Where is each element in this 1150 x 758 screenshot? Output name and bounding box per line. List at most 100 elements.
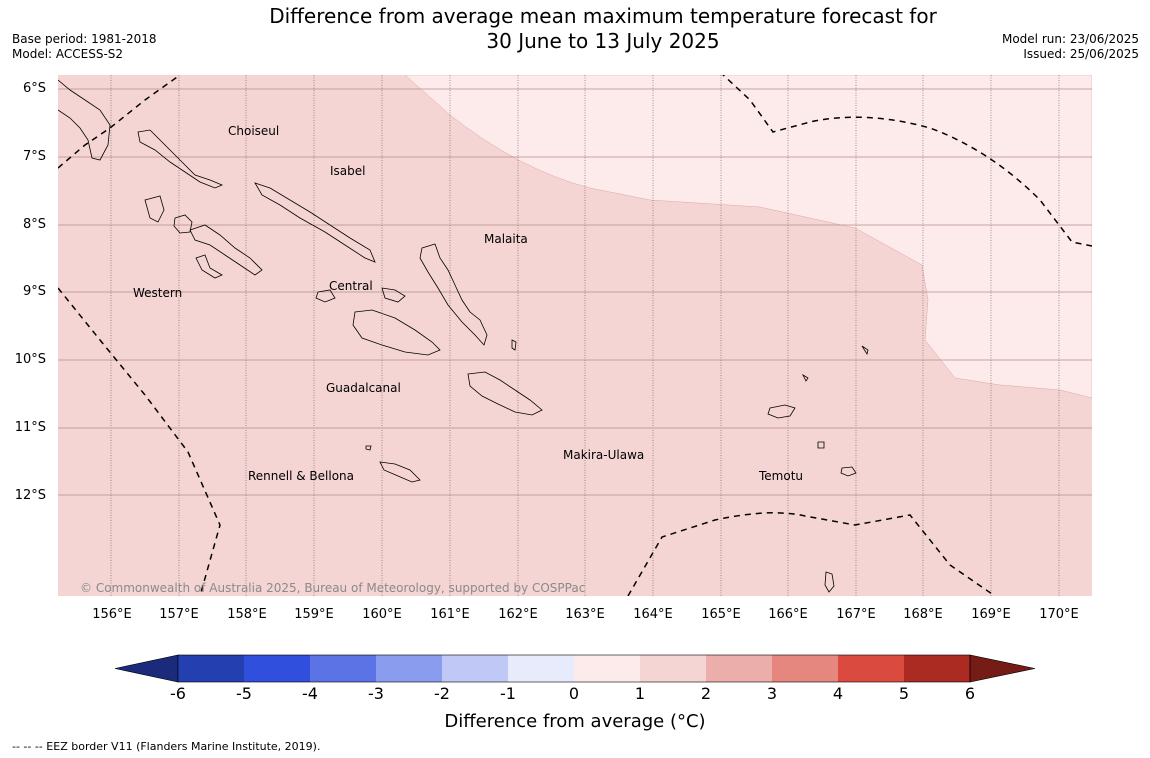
colorbar-cell [772, 655, 838, 682]
choiseul-island [137, 129, 224, 189]
lon-label-166e: 166°E [768, 607, 808, 622]
model-run: Model run: 23/06/2025 [1001, 32, 1139, 46]
lat-label-7s: 7°S [22, 149, 46, 164]
colorbar-cell [904, 655, 970, 682]
utupua-island [817, 441, 825, 449]
colorbar-cell [442, 655, 508, 682]
place-label-choiseul: Choiseul [228, 124, 280, 138]
lon-label-168e: 168°E [903, 607, 943, 622]
lon-label-157e: 157°E [159, 607, 199, 622]
colorbar-tick: -4 [302, 684, 318, 703]
lat-label-8s: 8°S [22, 217, 46, 232]
kolombangara-island [173, 214, 193, 234]
lat-label-12s: 12°S [14, 488, 46, 503]
colorbar-tick: -5 [236, 684, 252, 703]
colorbar-tick: -6 [170, 684, 186, 703]
southern-islet [824, 571, 835, 593]
lon-label-159e: 159°E [294, 607, 334, 622]
colorbar-cell [178, 655, 244, 682]
bellona-island [365, 445, 372, 451]
place-label-guadalcanal: Guadalcanal [326, 381, 401, 395]
eez-border-southwest [58, 287, 221, 596]
lon-label-158e: 158°E [227, 607, 267, 622]
nendo-island [767, 404, 796, 419]
colorbar-cell [838, 655, 904, 682]
colorbar-cell [376, 655, 442, 682]
russell-islands [315, 289, 336, 303]
place-label-makira-ulawa: Makira-Ulawa [563, 448, 645, 462]
duff-islands [861, 345, 869, 356]
new-georgia-island [189, 224, 263, 276]
colorbar-tick: -3 [368, 684, 384, 703]
colorbar-cell [508, 655, 574, 682]
eez-border-northeast [722, 75, 1092, 247]
lat-label-10s: 10°S [14, 352, 46, 367]
rennell-island [379, 461, 421, 483]
vanikoro-island [840, 466, 857, 477]
copyright-notice: © Commonwealth of Australia 2025, Bureau… [80, 581, 585, 595]
lon-label-167e: 167°E [836, 607, 876, 622]
meta-left: Base period: 1981-2018 Model: ACCESS-S2 [12, 32, 157, 62]
colorbar-cell [244, 655, 310, 682]
colorbar-cell [574, 655, 640, 682]
lon-label-163e: 163°E [565, 607, 605, 622]
map-title: Difference from average mean maximum tem… [0, 4, 1150, 54]
eez-border [58, 75, 1092, 596]
malaita-island [419, 243, 488, 346]
place-label-isabel: Isabel [330, 164, 366, 178]
title-line-1: Difference from average mean maximum tem… [269, 4, 937, 28]
base-period: Base period: 1981-2018 [12, 32, 157, 46]
lon-label-170e: 170°E [1039, 607, 1079, 622]
santa-isabel-island [254, 182, 376, 263]
eez-footnote: -- -- -- EEZ border V11 (Flanders Marine… [12, 740, 321, 753]
lat-label-9s: 9°S [22, 284, 46, 299]
colorbar-frame [177, 654, 971, 683]
rendova-island [195, 254, 223, 279]
coastlines [58, 79, 869, 593]
lon-label-156e: 156°E [92, 607, 132, 622]
lon-label-169e: 169°E [971, 607, 1011, 622]
vella-lavella-island [144, 195, 165, 223]
place-label-temotu: Temotu [759, 469, 804, 483]
place-label-central: Central [329, 279, 373, 293]
colorbar-extend-high [969, 654, 1036, 683]
reef-islands [802, 373, 809, 382]
lon-label-164e: 164°E [633, 607, 673, 622]
colorbar-label: Difference from average (°C) [444, 711, 706, 732]
colorbar-tick: 3 [766, 684, 778, 703]
guadalcanal-island [352, 309, 441, 356]
colorbar-tick: 0 [568, 684, 580, 703]
model-name: Model: ACCESS-S2 [12, 47, 124, 61]
colorbar-tick: 5 [898, 684, 910, 703]
colorbar-tick: 1 [634, 684, 646, 703]
lat-label-6s: 6°S [22, 81, 46, 96]
lon-label-165e: 165°E [701, 607, 741, 622]
bougainville-island [58, 79, 111, 161]
ulawa-island [511, 339, 517, 351]
colorbar-tick: 4 [832, 684, 844, 703]
place-label-rennell-bellona: Rennell & Bellona [248, 469, 355, 483]
colorbar-tick: -2 [434, 684, 450, 703]
meta-right: Model run: 23/06/2025 Issued: 25/06/2025 [1002, 32, 1139, 62]
colorbar-cell [310, 655, 376, 682]
colorbar-cell [640, 655, 706, 682]
lon-label-162e: 162°E [498, 607, 538, 622]
makira-island [467, 371, 543, 416]
nggela-islands [381, 287, 406, 303]
eez-border-northwest [58, 75, 181, 169]
colorbar-tick: 6 [964, 684, 976, 703]
eez-border-south [627, 512, 996, 596]
place-label-western: Western [133, 286, 183, 300]
lon-label-161e: 161°E [430, 607, 470, 622]
lon-label-160e: 160°E [362, 607, 402, 622]
colorbar-extend-low [114, 654, 179, 683]
colorbar-tick: 2 [700, 684, 712, 703]
lat-label-11s: 11°S [14, 420, 46, 435]
issued-date: Issued: 25/06/2025 [1023, 47, 1139, 61]
graticule [58, 75, 1092, 596]
title-line-2: 30 June to 13 July 2025 [486, 29, 720, 53]
anomaly-band-0-to-1 [404, 75, 1092, 399]
colorbar-cell [706, 655, 772, 682]
